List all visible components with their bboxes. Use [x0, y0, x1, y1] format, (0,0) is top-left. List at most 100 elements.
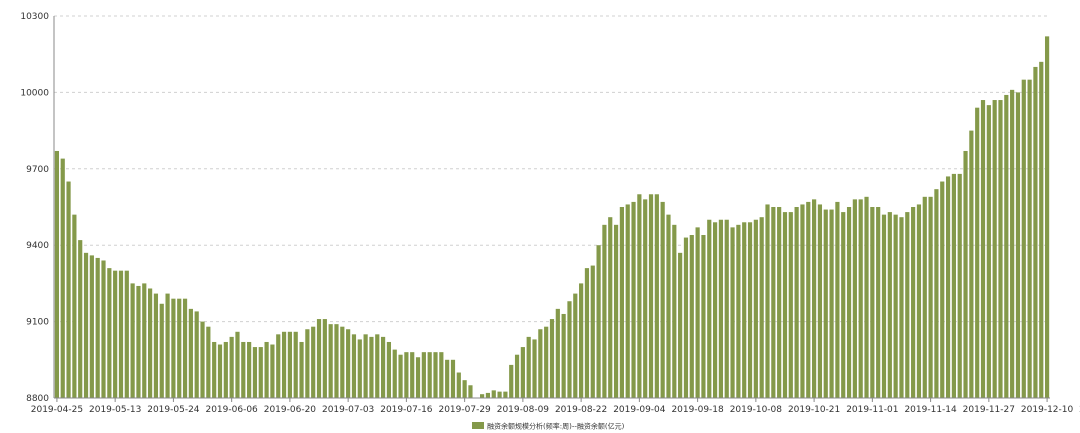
x-tick-label: 2019-06-06: [205, 405, 258, 415]
x-tick-label: 2019-09-18: [671, 405, 724, 415]
bar: [281, 331, 287, 398]
bar: [975, 107, 980, 399]
y-tick-label: 9100: [26, 318, 49, 328]
bar: [695, 227, 700, 398]
bar: [911, 207, 916, 398]
bar: [992, 100, 997, 398]
bar: [707, 219, 712, 398]
bar: [980, 100, 986, 398]
bar: [1021, 79, 1026, 399]
bar: [252, 347, 258, 398]
bar: [130, 283, 135, 398]
y-axis: 8800 9100 9400 9700 10000 10300: [20, 12, 55, 404]
bar: [334, 324, 339, 398]
bar: [852, 199, 857, 398]
y-tick-label: 10000: [20, 88, 49, 98]
bar: [427, 352, 432, 398]
bar: [491, 390, 496, 398]
bar: [969, 130, 974, 398]
bar: [433, 352, 438, 398]
bar: [654, 194, 659, 398]
bar: [858, 199, 863, 398]
bar: [899, 217, 904, 398]
bar: [66, 181, 71, 398]
bar: [678, 252, 683, 398]
bar: [276, 334, 281, 398]
bar: [509, 364, 514, 398]
bar: [171, 298, 176, 398]
bar: [445, 359, 450, 398]
bar: [380, 336, 386, 398]
legend: 融资余额规模分析(频率:周)--融资余额(亿元): [472, 422, 625, 431]
bar: [410, 352, 415, 398]
bar: [78, 240, 83, 398]
x-tick-label: 2019-08-22: [555, 405, 607, 415]
bar: [1015, 92, 1021, 399]
y-tick-label: 8800: [26, 394, 49, 404]
bar: [876, 207, 881, 398]
bar: [526, 336, 531, 398]
bar: [817, 204, 823, 398]
bar: [322, 319, 327, 398]
bar: [613, 224, 619, 398]
bar: [718, 219, 724, 398]
bar: [462, 380, 467, 398]
bar: [148, 288, 153, 398]
bar: [206, 326, 211, 398]
bar: [159, 303, 164, 398]
bar: [357, 339, 362, 398]
bar: [555, 308, 560, 398]
bar: [643, 199, 648, 398]
bar: [963, 150, 968, 398]
x-tick-label: 2019-04-25: [31, 405, 83, 415]
bar: [800, 204, 805, 398]
bar: [299, 341, 304, 398]
bar: [346, 329, 351, 398]
x-tick-label: 2019-11-01: [846, 405, 898, 415]
bar: [631, 201, 636, 398]
bar: [584, 268, 590, 398]
bar: [841, 212, 846, 398]
bar: [305, 329, 310, 398]
y-tick-label: 10300: [20, 12, 49, 22]
bar: [194, 311, 199, 398]
bar: [806, 201, 811, 398]
bar: [672, 224, 677, 398]
bar: [538, 329, 543, 398]
bar: [485, 392, 491, 398]
bar: [1004, 94, 1009, 398]
bar: [846, 207, 852, 398]
bar: [701, 235, 706, 398]
bar: [753, 219, 758, 398]
bar: [136, 285, 141, 398]
bar: [113, 270, 118, 398]
bar: [514, 354, 520, 398]
x-tick-label: 2019-11-14: [904, 405, 957, 415]
bar: [759, 217, 764, 398]
bar: [602, 224, 607, 398]
bar: [881, 214, 887, 398]
bar: [823, 209, 828, 398]
x-tick-label: 2019-09-04: [613, 405, 666, 415]
bar: [200, 321, 205, 398]
bar: [864, 196, 869, 398]
bar: [986, 105, 991, 398]
bar: [794, 207, 799, 398]
bar: [456, 372, 461, 398]
bar: [223, 341, 228, 398]
bar: [235, 331, 240, 398]
bar: [1010, 89, 1015, 398]
bar-series: [54, 36, 1050, 399]
bar: [928, 196, 933, 398]
bar: [736, 224, 741, 398]
bar: [270, 344, 275, 398]
bar: [89, 255, 94, 398]
bar: [782, 212, 788, 398]
x-tick-label: 2019-05-24: [147, 405, 200, 415]
bar: [870, 207, 875, 398]
bar: [590, 265, 595, 398]
bar: [619, 207, 624, 398]
bar: [1039, 61, 1044, 399]
bar: [544, 326, 549, 398]
bar: [386, 341, 392, 398]
